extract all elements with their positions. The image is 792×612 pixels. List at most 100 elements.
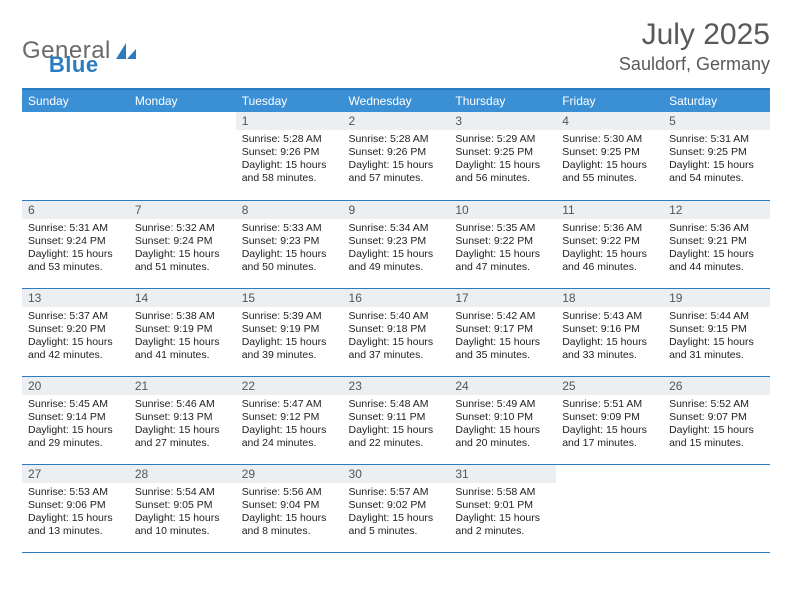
sunset-line: Sunset: 9:05 PM	[135, 499, 230, 512]
sunrise-line: Sunrise: 5:52 AM	[669, 398, 764, 411]
weekday-header: Thursday	[449, 90, 556, 112]
day-details: Sunrise: 5:28 AMSunset: 9:26 PMDaylight:…	[236, 130, 343, 190]
sunrise-line: Sunrise: 5:40 AM	[349, 310, 444, 323]
sunset-line: Sunset: 9:22 PM	[562, 235, 657, 248]
sunset-line: Sunset: 9:13 PM	[135, 411, 230, 424]
calendar-cell: 3Sunrise: 5:29 AMSunset: 9:25 PMDaylight…	[449, 112, 556, 200]
sunset-line: Sunset: 9:10 PM	[455, 411, 550, 424]
daylight-line: Daylight: 15 hours and 47 minutes.	[455, 248, 550, 274]
sunset-line: Sunset: 9:16 PM	[562, 323, 657, 336]
sunrise-line: Sunrise: 5:39 AM	[242, 310, 337, 323]
sunrise-line: Sunrise: 5:32 AM	[135, 222, 230, 235]
day-number: 24	[449, 377, 556, 395]
sunset-line: Sunset: 9:14 PM	[28, 411, 123, 424]
day-number: 8	[236, 201, 343, 219]
sunset-line: Sunset: 9:06 PM	[28, 499, 123, 512]
calendar-cell	[22, 112, 129, 200]
weekday-header-row: SundayMondayTuesdayWednesdayThursdayFrid…	[22, 90, 770, 112]
sunset-line: Sunset: 9:04 PM	[242, 499, 337, 512]
day-details: Sunrise: 5:29 AMSunset: 9:25 PMDaylight:…	[449, 130, 556, 190]
calendar-cell: 16Sunrise: 5:40 AMSunset: 9:18 PMDayligh…	[343, 288, 450, 376]
day-details: Sunrise: 5:33 AMSunset: 9:23 PMDaylight:…	[236, 219, 343, 279]
day-details: Sunrise: 5:47 AMSunset: 9:12 PMDaylight:…	[236, 395, 343, 455]
day-details: Sunrise: 5:37 AMSunset: 9:20 PMDaylight:…	[22, 307, 129, 367]
day-number: 9	[343, 201, 450, 219]
sunrise-line: Sunrise: 5:51 AM	[562, 398, 657, 411]
sunset-line: Sunset: 9:24 PM	[28, 235, 123, 248]
daylight-line: Daylight: 15 hours and 13 minutes.	[28, 512, 123, 538]
daylight-line: Daylight: 15 hours and 50 minutes.	[242, 248, 337, 274]
logo: General Blue	[22, 18, 99, 78]
day-number: 23	[343, 377, 450, 395]
sunrise-line: Sunrise: 5:47 AM	[242, 398, 337, 411]
calendar-row: 20Sunrise: 5:45 AMSunset: 9:14 PMDayligh…	[22, 376, 770, 464]
daylight-line: Daylight: 15 hours and 46 minutes.	[562, 248, 657, 274]
sunrise-line: Sunrise: 5:31 AM	[28, 222, 123, 235]
calendar-cell: 15Sunrise: 5:39 AMSunset: 9:19 PMDayligh…	[236, 288, 343, 376]
sunrise-line: Sunrise: 5:56 AM	[242, 486, 337, 499]
logo-word2: Blue	[49, 52, 99, 78]
sunrise-line: Sunrise: 5:38 AM	[135, 310, 230, 323]
day-details: Sunrise: 5:54 AMSunset: 9:05 PMDaylight:…	[129, 483, 236, 543]
day-number: 25	[556, 377, 663, 395]
calendar-cell	[129, 112, 236, 200]
sunrise-line: Sunrise: 5:44 AM	[669, 310, 764, 323]
calendar-cell: 19Sunrise: 5:44 AMSunset: 9:15 PMDayligh…	[663, 288, 770, 376]
sunset-line: Sunset: 9:09 PM	[562, 411, 657, 424]
day-number: 26	[663, 377, 770, 395]
sunrise-line: Sunrise: 5:30 AM	[562, 133, 657, 146]
calendar-cell: 11Sunrise: 5:36 AMSunset: 9:22 PMDayligh…	[556, 200, 663, 288]
logo-sail-icon	[115, 42, 137, 60]
sunset-line: Sunset: 9:11 PM	[349, 411, 444, 424]
day-details: Sunrise: 5:44 AMSunset: 9:15 PMDaylight:…	[663, 307, 770, 367]
daylight-line: Daylight: 15 hours and 44 minutes.	[669, 248, 764, 274]
daylight-line: Daylight: 15 hours and 49 minutes.	[349, 248, 444, 274]
weekday-header: Friday	[556, 90, 663, 112]
sunrise-line: Sunrise: 5:54 AM	[135, 486, 230, 499]
sunset-line: Sunset: 9:23 PM	[349, 235, 444, 248]
day-number: 13	[22, 289, 129, 307]
daylight-line: Daylight: 15 hours and 37 minutes.	[349, 336, 444, 362]
sunrise-line: Sunrise: 5:29 AM	[455, 133, 550, 146]
daylight-line: Daylight: 15 hours and 55 minutes.	[562, 159, 657, 185]
daylight-line: Daylight: 15 hours and 29 minutes.	[28, 424, 123, 450]
calendar-cell: 24Sunrise: 5:49 AMSunset: 9:10 PMDayligh…	[449, 376, 556, 464]
day-number: 11	[556, 201, 663, 219]
day-number: 18	[556, 289, 663, 307]
sunrise-line: Sunrise: 5:58 AM	[455, 486, 550, 499]
day-details: Sunrise: 5:58 AMSunset: 9:01 PMDaylight:…	[449, 483, 556, 543]
sunset-line: Sunset: 9:25 PM	[669, 146, 764, 159]
daylight-line: Daylight: 15 hours and 54 minutes.	[669, 159, 764, 185]
day-number: 5	[663, 112, 770, 130]
day-details: Sunrise: 5:49 AMSunset: 9:10 PMDaylight:…	[449, 395, 556, 455]
daylight-line: Daylight: 15 hours and 20 minutes.	[455, 424, 550, 450]
day-number: 7	[129, 201, 236, 219]
calendar-cell: 1Sunrise: 5:28 AMSunset: 9:26 PMDaylight…	[236, 112, 343, 200]
day-details: Sunrise: 5:45 AMSunset: 9:14 PMDaylight:…	[22, 395, 129, 455]
day-details: Sunrise: 5:38 AMSunset: 9:19 PMDaylight:…	[129, 307, 236, 367]
sunrise-line: Sunrise: 5:36 AM	[562, 222, 657, 235]
day-details: Sunrise: 5:36 AMSunset: 9:22 PMDaylight:…	[556, 219, 663, 279]
daylight-line: Daylight: 15 hours and 35 minutes.	[455, 336, 550, 362]
day-number: 22	[236, 377, 343, 395]
day-details: Sunrise: 5:35 AMSunset: 9:22 PMDaylight:…	[449, 219, 556, 279]
daylight-line: Daylight: 15 hours and 15 minutes.	[669, 424, 764, 450]
calendar-cell: 10Sunrise: 5:35 AMSunset: 9:22 PMDayligh…	[449, 200, 556, 288]
daylight-line: Daylight: 15 hours and 33 minutes.	[562, 336, 657, 362]
calendar-cell: 25Sunrise: 5:51 AMSunset: 9:09 PMDayligh…	[556, 376, 663, 464]
sunset-line: Sunset: 9:19 PM	[135, 323, 230, 336]
calendar-cell	[663, 464, 770, 552]
day-details: Sunrise: 5:30 AMSunset: 9:25 PMDaylight:…	[556, 130, 663, 190]
day-number: 12	[663, 201, 770, 219]
sunset-line: Sunset: 9:21 PM	[669, 235, 764, 248]
sunset-line: Sunset: 9:24 PM	[135, 235, 230, 248]
sunset-line: Sunset: 9:25 PM	[455, 146, 550, 159]
day-number: 31	[449, 465, 556, 483]
day-number: 4	[556, 112, 663, 130]
calendar-cell: 13Sunrise: 5:37 AMSunset: 9:20 PMDayligh…	[22, 288, 129, 376]
daylight-line: Daylight: 15 hours and 41 minutes.	[135, 336, 230, 362]
sunset-line: Sunset: 9:18 PM	[349, 323, 444, 336]
day-number: 28	[129, 465, 236, 483]
daylight-line: Daylight: 15 hours and 22 minutes.	[349, 424, 444, 450]
calendar-cell: 30Sunrise: 5:57 AMSunset: 9:02 PMDayligh…	[343, 464, 450, 552]
